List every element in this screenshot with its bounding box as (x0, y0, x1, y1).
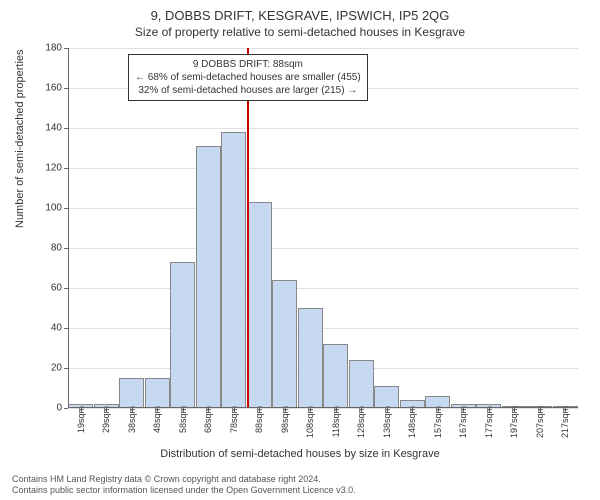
y-tick-label: 0 (32, 403, 62, 414)
x-tick-label: 19sqm (76, 406, 86, 433)
gridline (68, 288, 578, 289)
x-tick-label: 128sqm (356, 406, 366, 438)
callout-line-2: ← 68% of semi-detached houses are smalle… (135, 71, 361, 84)
gridline (68, 128, 578, 129)
x-tick-label: 118sqm (331, 406, 341, 437)
x-tick-label: 108sqm (305, 406, 315, 438)
histogram-bar (119, 378, 144, 408)
x-tick-label: 207sqm (535, 406, 545, 438)
y-axis-label: Number of semi-detached properties (14, 49, 26, 228)
chart-subtitle: Size of property relative to semi-detach… (0, 23, 600, 39)
histogram-bar (145, 378, 170, 408)
callout-line-3: 32% of semi-detached houses are larger (… (135, 84, 361, 97)
x-tick-label: 78sqm (229, 406, 239, 433)
y-tick-label: 40 (32, 323, 62, 334)
x-tick-label: 157sqm (433, 406, 443, 438)
x-tick-label: 29sqm (101, 406, 111, 433)
callout-box: 9 DOBBS DRIFT: 88sqm← 68% of semi-detach… (128, 54, 368, 101)
histogram-bar (272, 280, 297, 408)
y-tick-label: 140 (32, 123, 62, 134)
y-tick-label: 120 (32, 163, 62, 174)
y-tick-label: 60 (32, 283, 62, 294)
histogram-bar (323, 344, 348, 408)
gridline (68, 168, 578, 169)
y-axis (68, 48, 69, 408)
x-tick-label: 197sqm (509, 406, 519, 438)
chart-title: 9, DOBBS DRIFT, KESGRAVE, IPSWICH, IP5 2… (0, 0, 600, 23)
x-axis (68, 407, 578, 408)
histogram-bar (221, 132, 246, 408)
y-tick-label: 160 (32, 83, 62, 94)
footer-line-2: Contains public sector information licen… (12, 485, 356, 496)
chart-container: 9, DOBBS DRIFT, KESGRAVE, IPSWICH, IP5 2… (0, 0, 600, 500)
y-tick-label: 180 (32, 43, 62, 54)
x-axis-label: Distribution of semi-detached houses by … (0, 448, 600, 460)
histogram-bar (196, 146, 221, 408)
x-tick-label: 48sqm (152, 406, 162, 433)
footer-attribution: Contains HM Land Registry data © Crown c… (12, 474, 356, 497)
histogram-bar (349, 360, 374, 408)
plot-area: 02040608010012014016018019sqm29sqm38sqm4… (68, 48, 578, 408)
gridline (68, 48, 578, 49)
x-tick-label: 177sqm (484, 406, 494, 438)
y-tick-label: 80 (32, 243, 62, 254)
x-tick-label: 38sqm (127, 406, 137, 433)
gridline (68, 208, 578, 209)
histogram-bar (374, 386, 399, 408)
x-tick-label: 58sqm (178, 406, 188, 433)
footer-line-1: Contains HM Land Registry data © Crown c… (12, 474, 356, 485)
callout-line-1: 9 DOBBS DRIFT: 88sqm (135, 58, 361, 71)
x-tick-label: 217sqm (560, 406, 570, 438)
histogram-bar (298, 308, 323, 408)
gridline (68, 328, 578, 329)
x-tick-label: 98sqm (280, 406, 290, 433)
gridline (68, 248, 578, 249)
histogram-bar (247, 202, 272, 408)
x-tick-label: 68sqm (203, 406, 213, 433)
gridline (68, 408, 578, 409)
x-tick-label: 167sqm (458, 406, 468, 438)
y-tick-mark (64, 408, 68, 409)
y-tick-label: 20 (32, 363, 62, 374)
x-tick-label: 148sqm (407, 406, 417, 438)
x-tick-label: 88sqm (254, 406, 264, 433)
reference-line (247, 48, 249, 408)
y-tick-label: 100 (32, 203, 62, 214)
histogram-bar (170, 262, 195, 408)
x-tick-label: 138sqm (382, 406, 392, 438)
